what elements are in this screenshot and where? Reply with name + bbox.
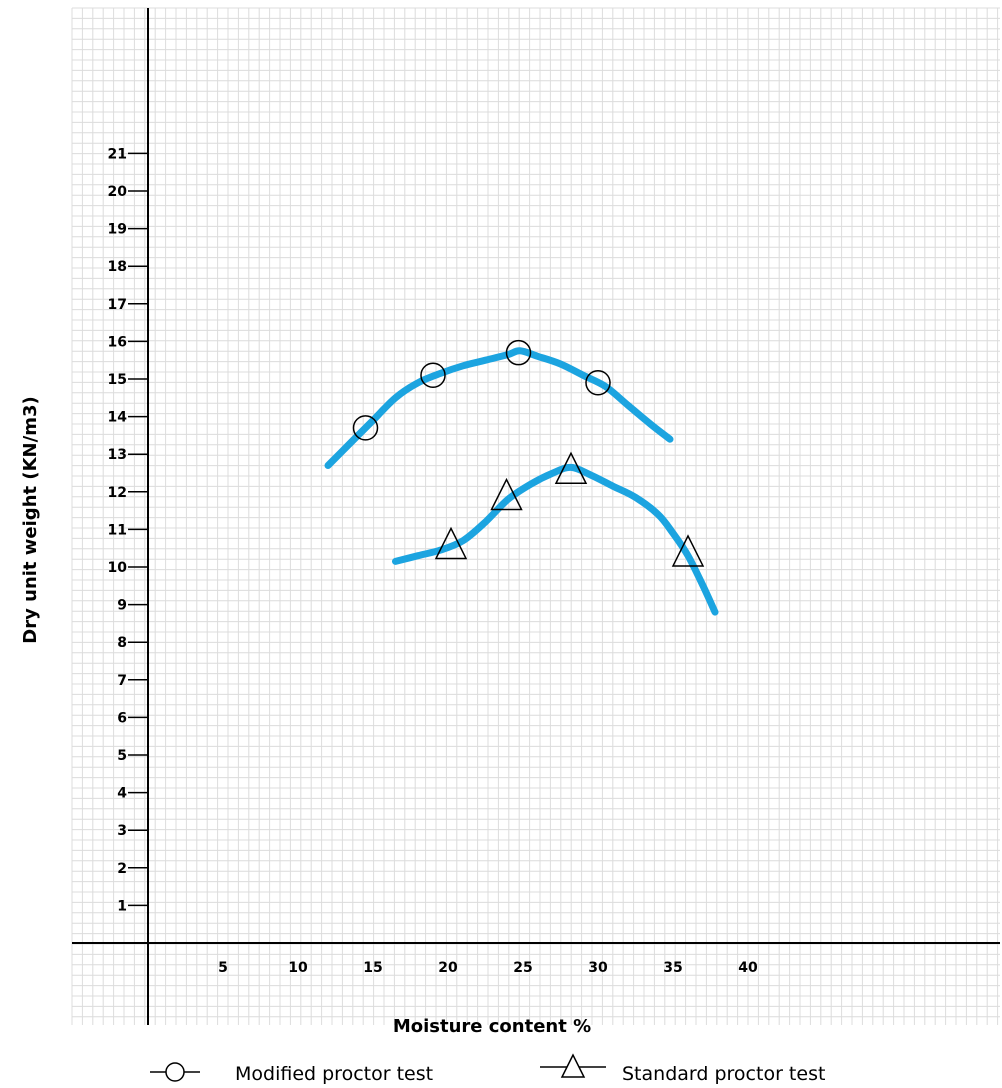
y-tick-label: 1 [117, 898, 127, 914]
y-tick-label: 13 [108, 447, 127, 463]
curves [324, 347, 719, 616]
modified-proctor-point [585, 370, 611, 396]
legend-label-modified: Modified proctor test [235, 1063, 433, 1085]
x-tick-label: 10 [288, 960, 308, 976]
y-tick-label: 20 [108, 184, 128, 200]
standard-proctor-point [434, 526, 468, 560]
y-tick-label: 6 [117, 710, 127, 726]
y-tick-label: 7 [117, 673, 127, 689]
y-tick-label: 15 [108, 372, 127, 388]
y-tick-label: 9 [117, 598, 127, 614]
legend-circle-icon [165, 1062, 185, 1082]
standard-proctor-point [554, 451, 588, 484]
y-tick-label: 14 [108, 410, 128, 426]
legend-item-standard: Standard proctor test [540, 1053, 825, 1085]
modified-proctor-point [352, 415, 379, 441]
y-tick-label: 18 [108, 259, 127, 275]
legend-label-standard: Standard proctor test [622, 1063, 825, 1085]
y-tick-label: 8 [117, 635, 127, 651]
modified-proctor-point [505, 339, 532, 366]
y-tick-label: 19 [108, 222, 127, 238]
modified-proctor-curve [324, 347, 674, 469]
y-tick-label: 3 [117, 823, 127, 839]
x-tick-label: 40 [738, 960, 758, 976]
y-tick-label: 12 [108, 485, 127, 501]
y-tick-label: 17 [108, 297, 127, 313]
y-tick-label: 2 [117, 861, 127, 877]
x-tick-label: 35 [663, 960, 682, 976]
standard-proctor-point [490, 477, 523, 511]
y-axis-title: Dry unit weight (KN/m3) [20, 396, 41, 643]
grid [71, 7, 1000, 1025]
y-tick-label: 5 [117, 748, 127, 764]
legend-triangle-icon [560, 1053, 586, 1078]
y-tick-label: 21 [108, 146, 127, 162]
standard-proctor-point [671, 534, 705, 567]
standard-proctor-curve [392, 463, 719, 616]
x-tick-label: 30 [588, 960, 608, 976]
legend-item-modified: Modified proctor test [150, 1062, 433, 1085]
x-tick-label: 15 [363, 960, 382, 976]
x-tick-label: 20 [438, 960, 458, 976]
x-tick-label: 5 [218, 960, 228, 976]
modified-proctor-point [420, 362, 446, 388]
axes [72, 8, 1000, 1025]
y-tick-label: 11 [108, 522, 127, 538]
y-tick-label: 4 [117, 786, 127, 802]
x-tick-label: 25 [513, 960, 532, 976]
legend: Modified proctor test Standard proctor t… [150, 1053, 825, 1085]
x-axis-title: Moisture content % [393, 1016, 591, 1037]
y-tick-label: 16 [108, 334, 127, 350]
markers [352, 339, 705, 567]
y-tick-label: 10 [108, 560, 128, 576]
